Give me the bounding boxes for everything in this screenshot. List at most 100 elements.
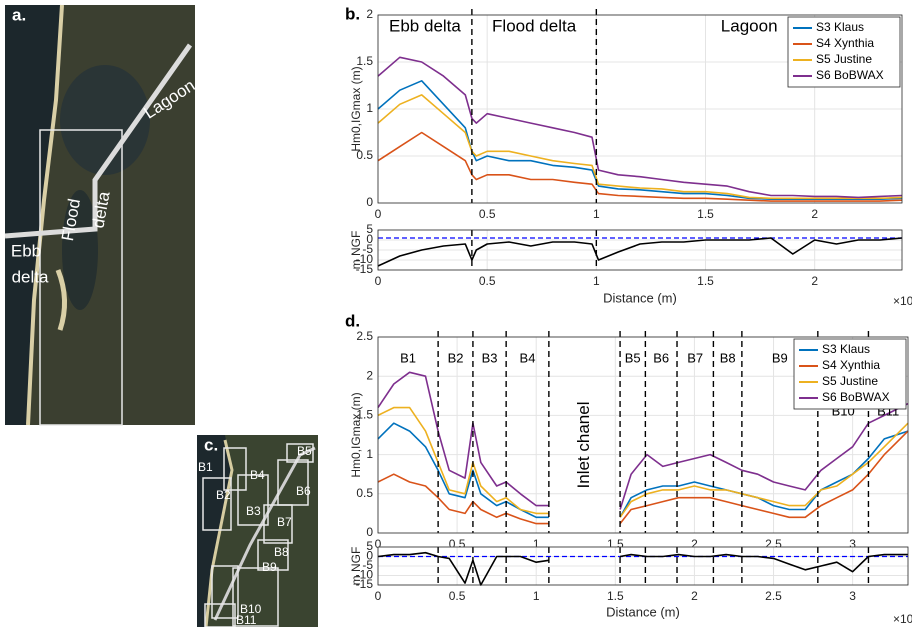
region-label: Inlet chanel [574,402,593,489]
box-label: B1 [198,460,213,474]
legend-label: S4 Xynthia [822,358,880,372]
legend-label: S3 Klaus [822,342,870,356]
x-tick-label: 2 [811,207,818,221]
panel-label: b. [345,4,360,23]
x-tick-label: 2 [691,589,698,603]
y-tick-label: 1.5 [356,54,373,68]
y-tick-label: 0 [366,232,373,246]
x-exponent: ×10⁴ [893,612,912,626]
y-tick-label: 2 [366,7,373,21]
panel-label: d. [345,311,360,330]
data-line [377,551,908,586]
satellite-image-a: a. Lagoon Flood delta Ebb delta [4,4,198,426]
y-tick-label: 2 [366,368,373,382]
y-tick-label: 0 [366,549,373,563]
y-tick-label: -5 [362,558,373,572]
y-tick-label: 5 [366,222,373,236]
box-label: B9 [262,560,277,574]
region-label: Flood delta [492,16,577,35]
box-label: B2 [216,488,231,502]
x-tick-label: 0.5 [479,274,496,288]
box-label: B6 [296,484,311,498]
x-tick-label: 0 [375,274,382,288]
region-label: B3 [482,350,498,365]
y-tick-label: -15 [356,262,374,276]
box-label: B11 [236,613,257,627]
x-tick-label: 2.5 [765,589,782,603]
box-label: B5 [297,444,312,458]
region-label: B1 [400,350,416,365]
legend-label: S6 BoBWAX [816,68,884,82]
x-tick-label: 1.5 [697,207,714,221]
region-label: B2 [448,350,464,365]
legend-label: S5 Justine [822,374,878,388]
x-axis-label: Distance (m) [606,604,680,619]
region-label: Ebb delta [389,16,461,35]
y-tick-label: -15 [356,577,374,591]
region-label: B4 [520,350,536,365]
y-tick-label: 0 [366,525,373,539]
x-tick-label: 0.5 [449,589,466,603]
plot-frame [377,546,909,586]
plot-frame [377,229,903,271]
plot-frame [377,336,909,534]
box-label: B10 [240,602,262,616]
x-tick-label: 0.5 [479,207,496,221]
y-tick-label: -10 [356,568,374,582]
legend-label: S3 Klaus [816,20,864,34]
legend-label: S6 BoBWAX [822,390,890,404]
x-tick-label: 1 [593,207,600,221]
y-tick-label: 0.5 [356,486,373,500]
data-line [377,94,903,200]
x-tick-label: 2 [811,274,818,288]
x-tick-label: 3 [849,589,856,603]
box-label: B3 [246,504,261,518]
y-tick-label: 5 [366,539,373,553]
x-exponent: ×10⁴ [893,294,912,308]
y-axis-label: Hm0,IGmax (m) [349,392,363,477]
legend-label: S5 Justine [816,52,872,66]
panel-label: c. [204,435,218,454]
box-label: B8 [274,545,289,559]
y-tick-label: 2.5 [356,329,373,343]
annotation: delta [12,267,49,286]
x-tick-label: 0 [375,537,382,551]
y-tick-label: 0.5 [356,148,373,162]
y-tick-label: 1.5 [356,408,373,422]
region-label: B9 [772,350,788,365]
satellite-image-c: c. B1 B2 B3 B4 B5 B6 B7 B8 B9 B10 B11 [197,435,318,628]
plot-frame [377,14,903,204]
region-label: B7 [687,350,703,365]
x-axis-label: Distance (m) [603,290,677,305]
annotation: Ebb [11,241,41,260]
region-label: B5 [625,350,641,365]
y-tick-label: -10 [356,252,374,266]
x-tick-label: 0 [375,207,382,221]
panel-label: a. [12,5,26,24]
y-axis-label: Hm0,IGmax (m) [349,66,363,151]
box-label: B7 [277,515,292,529]
y-tick-label: 1 [366,447,373,461]
data-line [377,406,909,518]
x-tick-label: 1.5 [607,589,624,603]
y-tick-label: 0 [366,195,373,209]
data-line [377,430,909,525]
data-line [377,371,909,510]
x-tick-label: 3 [849,537,856,551]
data-line [377,56,903,199]
x-tick-label: 1 [533,537,540,551]
data-line [377,237,903,267]
region-label: Lagoon [721,16,778,35]
box-label: B4 [250,468,265,482]
x-tick-label: 1 [533,589,540,603]
data-line [377,131,903,202]
x-tick-label: 0 [375,589,382,603]
x-tick-label: 1.5 [697,274,714,288]
legend-label: S4 Xynthia [816,36,874,50]
x-tick-label: 2 [691,537,698,551]
region-label: B8 [720,350,736,365]
y-tick-label: 1 [366,101,373,115]
x-tick-label: 1 [593,274,600,288]
